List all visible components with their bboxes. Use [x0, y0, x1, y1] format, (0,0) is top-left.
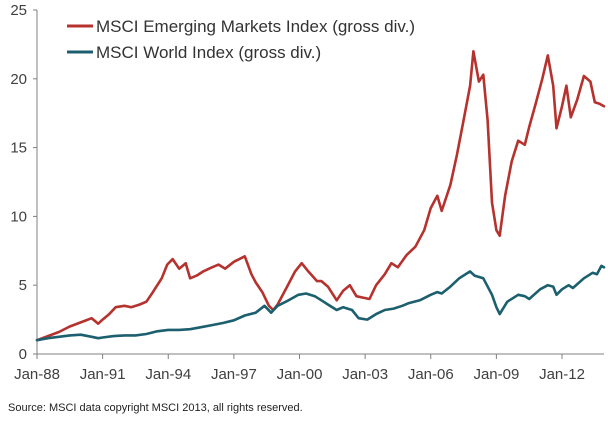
x-tick-label: Jan-88 [14, 366, 60, 383]
chart-axes [36, 10, 604, 355]
x-tick-label: Jan-94 [145, 366, 191, 383]
x-tick-label: Jan-12 [539, 366, 585, 383]
x-tick-label: Jan-91 [80, 366, 126, 383]
x-tick-label: Jan-06 [408, 366, 454, 383]
y-tick-label: 15 [10, 140, 27, 157]
legend-label: MSCI Emerging Markets Index (gross div.) [96, 17, 415, 36]
y-tick-label: 20 [10, 71, 27, 88]
series-lines [35, 50, 606, 342]
x-tick-label: Jan-00 [277, 366, 323, 383]
y-tick-label: 25 [10, 2, 27, 19]
series-line-world [35, 264, 606, 342]
y-axis-ticks: 0 5 10 15 20 25 [10, 2, 37, 363]
x-tick-label: Jan-97 [211, 366, 257, 383]
y-tick-label: 10 [10, 208, 27, 225]
x-axis-ticks: Jan-88 Jan-91 Jan-94 Jan-97 Jan-00 Jan-03 Jan-… [14, 354, 585, 383]
x-tick-label: Jan-09 [473, 366, 519, 383]
x-tick-label: Jan-03 [342, 366, 388, 383]
legend: MSCI Emerging Markets Index (gross div.)… [67, 17, 415, 62]
legend-label: MSCI World Index (gross div.) [96, 43, 321, 62]
series-line-emerging-markets [35, 50, 606, 342]
source-note: Source: MSCI data copyright MSCI 2013, a… [8, 402, 303, 414]
y-tick-label: 5 [19, 277, 27, 294]
y-tick-label: 0 [19, 346, 27, 363]
